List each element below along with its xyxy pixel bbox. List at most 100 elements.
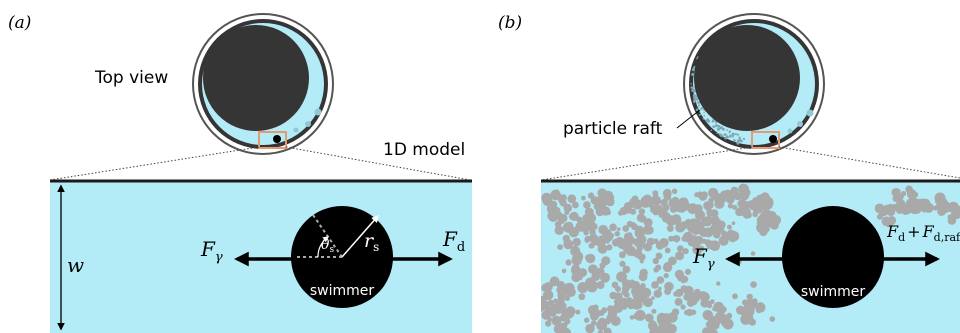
raft-particle bbox=[554, 221, 562, 228]
model-label: 1D model bbox=[383, 140, 465, 160]
raft-particle bbox=[694, 192, 700, 198]
raft-particle bbox=[622, 265, 631, 274]
raft-speck bbox=[742, 137, 746, 140]
raft-speck bbox=[720, 135, 723, 138]
raft-particle bbox=[633, 286, 642, 294]
raft-particle bbox=[651, 296, 655, 300]
raft-particle bbox=[750, 281, 757, 288]
raft-particle bbox=[551, 303, 558, 311]
raft-particle bbox=[662, 262, 673, 273]
raft-particle bbox=[553, 298, 558, 304]
raft-speck bbox=[712, 119, 715, 122]
swimmer-label-b: swimmer bbox=[801, 284, 866, 300]
raft-particle bbox=[912, 191, 919, 198]
raft-particle bbox=[673, 202, 683, 212]
raft-particle bbox=[671, 308, 680, 316]
raft-particle bbox=[706, 209, 714, 217]
raft-particle bbox=[549, 200, 558, 209]
raft-particle bbox=[730, 186, 739, 195]
raft-particle bbox=[616, 271, 627, 283]
raft-particle bbox=[735, 208, 743, 216]
raft-particle bbox=[658, 286, 662, 291]
raft-particle bbox=[769, 316, 776, 322]
raft-speck bbox=[703, 111, 705, 114]
raft-speck bbox=[715, 125, 717, 128]
raft-particle bbox=[588, 242, 595, 249]
raft-particle bbox=[623, 202, 633, 211]
raft-particle bbox=[759, 213, 766, 219]
raft-particle bbox=[576, 216, 583, 223]
raft-particle bbox=[663, 193, 672, 201]
raft-particle bbox=[634, 241, 640, 247]
raft-speck bbox=[733, 139, 736, 142]
raft-speck bbox=[715, 122, 718, 124]
raft-speck bbox=[701, 106, 704, 109]
raft-particle bbox=[663, 273, 669, 279]
raft-speck bbox=[736, 139, 740, 142]
raft-speck bbox=[718, 133, 721, 136]
raft-particle bbox=[771, 215, 782, 225]
raft-speck bbox=[731, 132, 735, 136]
raft-particle bbox=[761, 224, 770, 233]
radius-label: rs bbox=[364, 230, 379, 254]
raft-speck bbox=[692, 95, 696, 99]
raft-particle bbox=[564, 209, 570, 215]
raft-particle bbox=[587, 192, 595, 199]
raft-particle bbox=[913, 205, 922, 214]
raft-particle bbox=[571, 264, 580, 272]
raft-particle bbox=[745, 211, 752, 219]
raft-particle bbox=[647, 321, 658, 331]
raft-particle bbox=[876, 213, 883, 220]
raft-particle bbox=[752, 298, 758, 304]
raft-particle bbox=[609, 223, 617, 232]
raft-particle bbox=[627, 238, 635, 245]
raft-particle bbox=[671, 214, 682, 225]
raft-particle bbox=[549, 210, 559, 220]
raft-particle bbox=[746, 293, 753, 301]
raft-particle bbox=[748, 318, 757, 326]
raft-particle bbox=[740, 195, 744, 199]
raft-particle bbox=[601, 307, 608, 314]
raft-particle bbox=[586, 281, 598, 293]
raft-particle bbox=[723, 319, 731, 326]
raft-pointer bbox=[676, 109, 701, 129]
raft-particle bbox=[559, 199, 567, 207]
raft-speck bbox=[717, 125, 721, 128]
raft-particle bbox=[691, 235, 698, 242]
raft-particle bbox=[731, 221, 736, 225]
raft-particle bbox=[590, 222, 598, 231]
raft-particle bbox=[557, 244, 563, 251]
raft-speck bbox=[725, 135, 729, 138]
raft-particle bbox=[749, 201, 758, 209]
raft-particle bbox=[686, 308, 694, 317]
raft-particle bbox=[718, 315, 726, 324]
raft-speck bbox=[722, 127, 725, 131]
raft-particle bbox=[556, 285, 566, 295]
raft-particle bbox=[726, 196, 735, 204]
raft-speck bbox=[698, 113, 701, 116]
raft-particle bbox=[692, 291, 701, 301]
force-right-label-b: Fd+Fd,raft bbox=[886, 222, 960, 244]
raft-speck bbox=[692, 94, 696, 97]
raft-particle bbox=[590, 311, 599, 321]
raft-particle bbox=[597, 243, 608, 254]
raft-particle bbox=[712, 306, 718, 312]
raft-particle bbox=[752, 210, 757, 215]
raft-speck bbox=[696, 58, 698, 60]
raft-particle bbox=[598, 224, 608, 235]
raft-particle bbox=[672, 235, 681, 243]
raft-speck bbox=[690, 83, 692, 85]
raft-particle bbox=[874, 203, 885, 214]
top-view-dish-b bbox=[683, 13, 825, 155]
raft-particle bbox=[707, 315, 714, 322]
raft-particle bbox=[717, 226, 725, 234]
raft-particle bbox=[896, 203, 907, 213]
raft-speck bbox=[691, 89, 694, 92]
raft-particle bbox=[568, 226, 579, 238]
raft-speck bbox=[738, 138, 742, 142]
raft-particle bbox=[639, 259, 644, 264]
raft-particle bbox=[760, 192, 770, 201]
raft-particle bbox=[948, 206, 954, 213]
raft-particle bbox=[622, 279, 631, 289]
raft-particle bbox=[674, 297, 683, 306]
